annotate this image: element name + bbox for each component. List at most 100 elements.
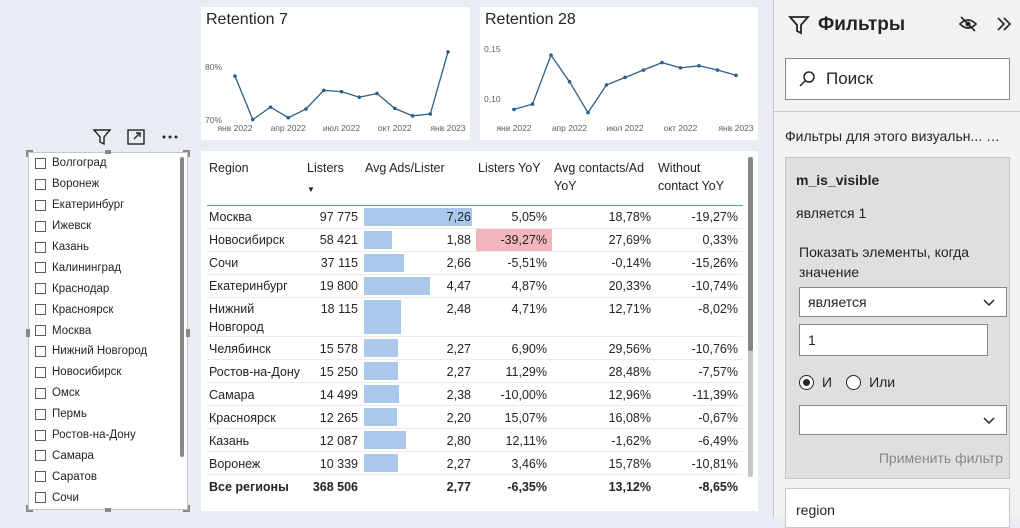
radio-or[interactable] [846, 374, 862, 390]
data-bar [364, 385, 400, 403]
resize-corner[interactable] [26, 505, 33, 512]
cell-listers-yoy: 12,11% [476, 428, 552, 452]
checkbox[interactable] [35, 492, 46, 504]
slicer-item-label: Красноярск [52, 303, 114, 316]
checkbox[interactable] [35, 199, 46, 211]
cell-without-contact: 0,33% [656, 228, 743, 252]
table-row[interactable]: Красноярск 12 265 2,20 15,07% 16,08% -0,67% [207, 405, 743, 429]
table-row[interactable]: Сочи 37 115 2,66 -5,51% -0,14% -15,26% [207, 251, 743, 275]
resize-corner[interactable] [183, 150, 190, 157]
table-row[interactable]: Ростов-на-Дону 15 250 2,27 11,29% 28,48% -7,5… [207, 359, 743, 383]
resize-handle[interactable] [186, 329, 190, 337]
slicer-item[interactable]: Нижний Новгород [35, 341, 183, 362]
slicer-item-label: Екатеринбург [52, 199, 125, 212]
table-row[interactable]: Екатеринбург 19 800 4,47 4,87% 20,33% -10,74% [207, 274, 743, 298]
checkbox[interactable] [35, 387, 46, 399]
second-operator-dropdown[interactable] [799, 405, 1007, 435]
more-options-icon[interactable] [158, 125, 182, 149]
cell-contacts-yoy: 20,33% [552, 274, 656, 298]
table-scroll-thumb[interactable] [748, 157, 753, 351]
slicer-item[interactable]: Красноярск [35, 299, 183, 320]
cell-without-contact: -19,27% [656, 205, 743, 229]
series-line [234, 51, 449, 121]
resize-handle[interactable] [105, 508, 111, 512]
col-header-without-contact[interactable]: Without contact YoY [656, 151, 743, 206]
checkbox[interactable] [35, 450, 46, 462]
slicer-item-label: Пермь [52, 408, 87, 421]
focus-mode-icon[interactable] [124, 125, 148, 149]
table-row[interactable]: Новосибирск 58 421 1,88 -39,27% 27,69% 0,33% [207, 228, 743, 252]
checkbox[interactable] [35, 471, 46, 483]
table-row[interactable]: Нижний Новгород 18 115 2,48 4,71% 12,71% -8,0… [207, 297, 743, 337]
table-total-row: Все регионы 368 506 2,77 -6,35% 13,12% -… [207, 474, 743, 499]
region-table[interactable]: Region Listers ▼ Avg Ads/Lister Listers Y… [201, 151, 758, 511]
slicer-item[interactable]: Самара [35, 445, 183, 466]
filter-card-region[interactable]: region [785, 488, 1010, 528]
operator-dropdown[interactable]: является [799, 287, 1007, 317]
table-body: Москва 97 775 7,26 5,05% 18,78% -19,27% Новоси… [207, 205, 743, 475]
col-header-contacts-yoy[interactable]: Avg contacts/Ad YoY [552, 151, 656, 206]
slicer-item[interactable]: Ростов-на-Дону [35, 425, 183, 446]
data-point [392, 106, 397, 111]
retention28-chart[interactable]: Retention 28 0,15 0,10 янв 2022 апр 2022 июл… [480, 7, 758, 140]
table-row[interactable]: Самара 14 499 2,38 -10,00% 12,96% -11,39% [207, 382, 743, 406]
resize-handle[interactable] [105, 150, 111, 154]
col-header-listers[interactable]: Listers ▼ [305, 151, 363, 206]
checkbox[interactable] [35, 220, 46, 232]
slicer-scrollbar[interactable] [180, 157, 184, 457]
filters-search-input[interactable]: Поиск [785, 58, 1010, 100]
checkbox[interactable] [35, 157, 46, 169]
checkbox[interactable] [35, 283, 46, 295]
radio-and[interactable] [799, 374, 814, 390]
table-row[interactable]: Москва 97 775 7,26 5,05% 18,78% -19,27% [207, 205, 743, 229]
table-row[interactable]: Казань 12 087 2,80 12,11% -1,62% -6,49% [207, 428, 743, 452]
cell-listers: 58 421 [305, 228, 363, 252]
slicer-item[interactable]: Саратов [35, 466, 183, 487]
data-point [623, 75, 627, 80]
slicer-item[interactable]: Калининград [35, 257, 183, 278]
collapse-pane-icon[interactable] [994, 14, 1014, 34]
x-tick-label: апр 2022 [271, 123, 307, 133]
checkbox[interactable] [35, 366, 46, 378]
resize-corner[interactable] [183, 505, 190, 512]
checkbox[interactable] [35, 429, 46, 441]
region-slicer[interactable]: Волгоград Воронеж Екатеринбург Ижевск Казань… [26, 150, 190, 512]
resize-corner[interactable] [26, 150, 33, 157]
data-point [567, 79, 572, 84]
slicer-item[interactable]: Омск [35, 383, 183, 404]
slicer-item[interactable]: Екатеринбург [35, 195, 183, 216]
checkbox[interactable] [35, 262, 46, 274]
filter-icon[interactable] [90, 125, 114, 149]
cell-listers: 97 775 [305, 205, 363, 229]
cell-listers-yoy: 11,29% [476, 359, 552, 383]
slicer-item[interactable]: Казань [35, 237, 183, 258]
checkbox[interactable] [35, 178, 46, 190]
apply-filter-button[interactable]: Применить фильтр [878, 450, 1003, 466]
slicer-item[interactable]: Волгоград [35, 153, 183, 174]
slicer-item[interactable]: Новосибирск [35, 362, 183, 383]
eye-hidden-icon[interactable] [958, 14, 978, 34]
col-header-listers-yoy[interactable]: Listers YoY [476, 151, 552, 206]
slicer-item[interactable]: Сочи [35, 487, 183, 508]
retention7-chart[interactable]: Retention 7 80% 70% янв 2022 апр 2022 июл 20… [201, 7, 470, 140]
filter-card-m-is-visible[interactable]: m_is_visible является 1 Показать элемент… [785, 157, 1010, 479]
checkbox[interactable] [35, 408, 46, 420]
slicer-item[interactable]: Москва [35, 320, 183, 341]
slicer-item[interactable]: Ижевск [35, 216, 183, 237]
checkbox[interactable] [35, 241, 46, 253]
table-row[interactable]: Челябинск 15 578 2,27 6,90% 29,56% -10,76% [207, 336, 743, 360]
slicer-item[interactable]: Краснодар [35, 278, 183, 299]
slicer-item[interactable]: Пермь [35, 404, 183, 425]
slicer-item[interactable]: Воронеж [35, 174, 183, 195]
resize-handle[interactable] [26, 329, 30, 337]
checkbox[interactable] [35, 304, 46, 316]
checkbox[interactable] [35, 325, 46, 337]
filter-value-input[interactable]: 1 [799, 324, 988, 356]
col-header-avg-ads[interactable]: Avg Ads/Lister [363, 151, 476, 206]
data-point [410, 114, 415, 118]
cell-listers: 37 115 [305, 251, 363, 275]
table-row[interactable]: Воронеж 10 339 2,27 3,46% 15,78% -10,81% [207, 451, 743, 475]
checkbox[interactable] [35, 345, 46, 357]
col-header-region[interactable]: Region [207, 151, 305, 206]
table-scrollbar[interactable] [748, 157, 753, 477]
